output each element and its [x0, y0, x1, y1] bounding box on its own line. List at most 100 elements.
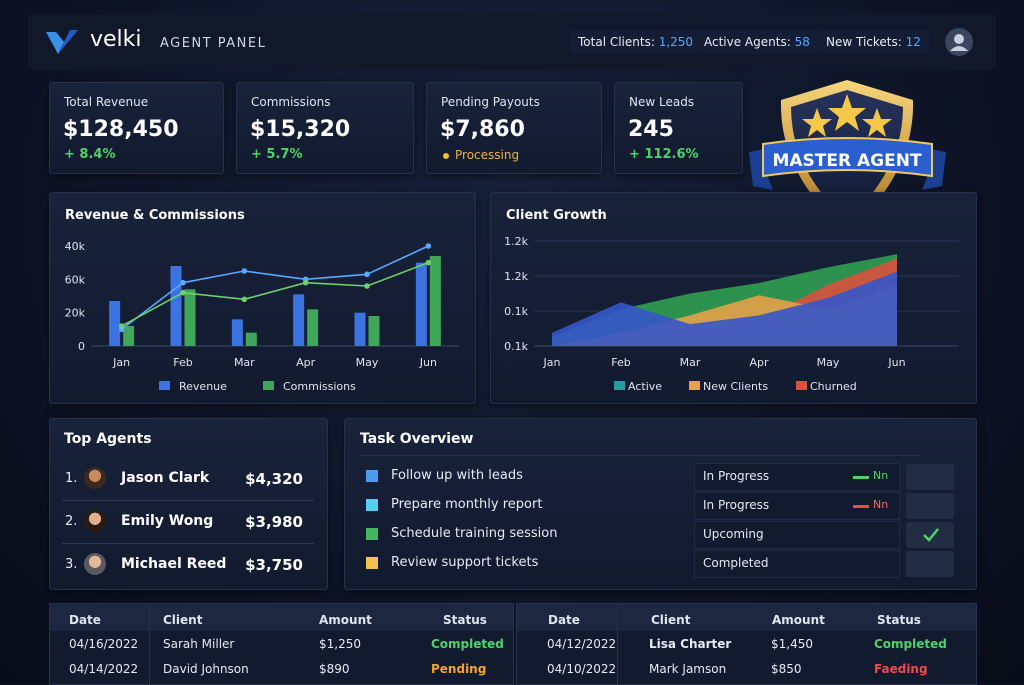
task-action[interactable]	[906, 464, 954, 490]
column-header: Amount	[772, 613, 825, 627]
kpi-label: New Leads	[629, 95, 695, 109]
agent-rank: 3.	[65, 557, 78, 572]
y-tick-label: 1.2k	[504, 270, 528, 283]
section-title: Task Overview	[360, 431, 474, 447]
divider	[62, 500, 314, 501]
bar	[293, 294, 305, 346]
line	[121, 245, 429, 330]
legend-label: Commissions	[283, 380, 356, 393]
stat-pill: Active Agents: 58	[696, 30, 818, 54]
task-title: Review support tickets	[391, 555, 539, 570]
table-header	[50, 604, 513, 631]
task-status: In Progress	[703, 498, 770, 512]
task-color	[366, 470, 378, 482]
x-tick-label: Feb	[611, 356, 630, 369]
x-tick-label: Mar	[680, 356, 701, 369]
agent-avatar	[84, 467, 106, 489]
legend-swatch	[796, 381, 807, 390]
status-cell: Pending	[431, 662, 487, 676]
stat-label: Total Clients:	[578, 35, 655, 49]
x-tick-label: May	[356, 356, 379, 369]
stat-label: New Tickets:	[826, 35, 902, 49]
chart-title: Revenue & Commissions	[65, 208, 245, 223]
legend-label: Active	[628, 380, 662, 393]
task-color	[366, 528, 378, 540]
area	[552, 271, 897, 346]
stat-value: 1,250	[658, 35, 694, 49]
bar	[368, 316, 380, 346]
status-cell: Completed	[874, 637, 947, 651]
task-title: Prepare monthly report	[391, 497, 543, 512]
divider	[360, 455, 920, 456]
cell: $1,450	[771, 637, 813, 651]
table-header	[517, 604, 976, 631]
kpi-card: New Leads 245 + 112.6%	[614, 82, 743, 174]
y-tick-label: 0	[78, 340, 85, 353]
line-point	[241, 296, 248, 303]
bar	[231, 319, 243, 346]
check-icon	[923, 528, 939, 542]
bar	[415, 262, 427, 346]
task-note: Nn	[873, 498, 889, 511]
y-tick-label: 40k	[65, 240, 86, 253]
y-tick-label: 20k	[65, 307, 86, 320]
kpi-label: Total Revenue	[64, 95, 149, 109]
section-title: Top Agents	[64, 431, 152, 447]
kpi-value: $128,450	[63, 117, 179, 142]
x-tick-label: May	[817, 356, 840, 369]
line-point	[180, 279, 186, 286]
logo-icon	[46, 30, 78, 54]
agent-amount: $4,320	[245, 470, 303, 488]
stat-pill: New Tickets: 12	[818, 30, 929, 54]
cell: 04/12/2022	[547, 637, 617, 651]
task-action[interactable]	[906, 522, 954, 548]
x-tick-label: Jun	[419, 356, 437, 369]
legend-swatch	[689, 381, 700, 390]
chart-card: Revenue & Commissions 40k 60k 20k 0 Jan Feb Mar…	[49, 192, 476, 404]
kpi-value: $15,320	[250, 117, 351, 142]
kpi-status: Processing	[455, 148, 520, 162]
bar	[123, 326, 135, 346]
column-header: Status	[877, 613, 921, 627]
chart-title: Client Growth	[506, 208, 607, 223]
kpi-change: + 8.4%	[64, 147, 116, 162]
column-header: Status	[443, 613, 487, 627]
line-point	[302, 279, 309, 286]
task-status: Upcoming	[703, 527, 764, 541]
task-action[interactable]	[906, 551, 954, 577]
task-title: Schedule training session	[391, 526, 558, 541]
task-action[interactable]	[906, 493, 954, 519]
stat-value: 58	[794, 35, 810, 49]
stat-pill: Total Clients: 1,250	[570, 30, 702, 54]
x-tick-label: Jan	[112, 356, 130, 369]
status-cell: Completed	[431, 637, 504, 651]
user-avatar[interactable]	[944, 27, 974, 57]
transactions-table: Date Client Amount Status 04/12/2022 Lis…	[516, 603, 977, 685]
line-point	[425, 243, 432, 249]
legend-swatch	[614, 381, 625, 390]
bar	[170, 266, 182, 346]
line-point	[241, 268, 248, 274]
kpi-card: Commissions $15,320 + 5.7%	[236, 82, 414, 174]
kpi-label: Pending Payouts	[441, 95, 540, 109]
kpi-value: $7,860	[440, 117, 525, 142]
x-tick-label: Feb	[173, 356, 192, 369]
trend-bar	[853, 505, 869, 508]
cell: $1,250	[319, 637, 361, 651]
cell: $850	[771, 662, 802, 676]
bar	[354, 312, 366, 346]
cell: 04/10/2022	[547, 662, 617, 676]
col-divider	[617, 604, 618, 684]
kpi-value: 245	[628, 117, 674, 142]
y-tick-label: 0.1k	[504, 340, 528, 353]
x-tick-label: Jan	[543, 356, 561, 369]
stat-value: 12	[905, 35, 921, 49]
task-status: In Progress	[703, 469, 770, 483]
agent-name: Michael Reed	[121, 556, 227, 572]
agent-name: Jason Clark	[121, 470, 210, 486]
top-agents-card: Top Agents 1. Jason Clark $4,320 2. Emil…	[49, 418, 328, 590]
line-point	[425, 259, 432, 266]
kpi-card: Total Revenue $128,450 + 8.4%	[49, 82, 224, 174]
legend-swatch	[263, 381, 274, 390]
